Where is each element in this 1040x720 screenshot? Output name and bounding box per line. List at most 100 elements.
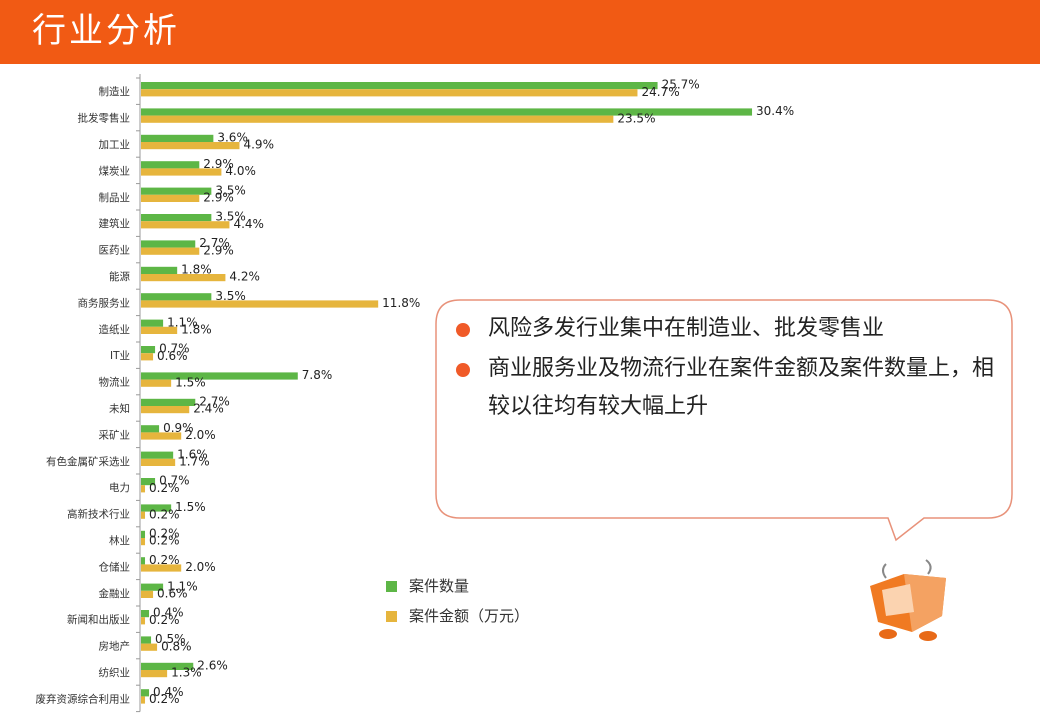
category-label: 商务服务业 [78, 296, 131, 309]
bar-count [141, 346, 156, 354]
data-label-count: 1.8% [181, 263, 212, 277]
data-label-amount: 0.2% [149, 481, 180, 495]
bar-count [141, 689, 150, 697]
data-label-count: 2.9% [203, 157, 234, 171]
data-label-amount: 2.0% [185, 428, 216, 442]
category-label: 批发零售业 [78, 112, 131, 125]
bar-count [141, 425, 160, 433]
category-label: 纺织业 [99, 666, 131, 679]
bar-amount [141, 511, 146, 519]
legend-swatch-green [386, 580, 397, 592]
data-label-count: 0.2% [149, 553, 180, 567]
bar-count [141, 478, 156, 486]
bar-amount [141, 326, 178, 334]
bar-amount [141, 379, 172, 387]
bar-amount [141, 670, 168, 678]
bar-amount [141, 590, 154, 598]
bar-amount [141, 643, 158, 651]
bar-amount [141, 696, 146, 704]
bar-count [141, 662, 194, 670]
data-label-count: 30.4% [756, 104, 794, 118]
data-label-count: 1.1% [167, 315, 198, 329]
data-label-count: 0.4% [153, 606, 184, 620]
data-label-count: 3.5% [215, 289, 246, 303]
data-label-amount: 0.6% [157, 587, 188, 601]
bullet-dot-icon [456, 363, 470, 377]
category-label: 煤炭业 [99, 164, 131, 177]
category-label: 仓储业 [99, 560, 131, 573]
category-label: 加工业 [99, 139, 131, 151]
bar-count [141, 108, 753, 116]
bar-count [141, 187, 212, 195]
data-label-amount: 0.2% [149, 613, 180, 627]
legend-label: 案件金额（万元） [409, 607, 530, 625]
category-label: 金融业 [99, 587, 131, 600]
data-label-amount: 1.3% [171, 666, 202, 680]
data-label-amount: 2.9% [203, 191, 234, 205]
data-label-count: 0.7% [159, 342, 190, 356]
data-label-amount: 1.8% [181, 323, 212, 337]
data-label-count: 0.7% [159, 474, 190, 488]
bar-count [141, 583, 164, 591]
category-label: 废弃资源综合利用业 [36, 692, 131, 705]
bullet-text: 商业服务业及物流行业在案件金额及案件数量上，相较以往均有较大幅上升 [488, 356, 995, 419]
data-label-count: 2.7% [199, 395, 230, 409]
bar-count [141, 240, 196, 248]
bar-count [141, 372, 298, 380]
bar-count [141, 557, 146, 565]
data-label-count: 1.5% [175, 500, 206, 514]
bar-count [141, 451, 174, 459]
legend-swatch-yellow [386, 610, 397, 622]
category-label: 制造业 [99, 85, 131, 98]
callout-bullet-1: 风险多发行业集中在制造业、批发零售业 [452, 310, 1012, 348]
category-label: 物流业 [99, 376, 131, 389]
data-label-count: 0.5% [155, 632, 186, 646]
data-label-count: 2.6% [197, 659, 228, 673]
data-label-amount: 1.5% [175, 375, 206, 389]
data-label-count: 0.4% [153, 685, 184, 699]
bar-amount [141, 115, 614, 123]
data-label-amount: 24.7% [641, 85, 679, 99]
bar-amount [141, 89, 638, 97]
bar-amount [141, 300, 379, 308]
data-label-count: 7.8% [302, 368, 333, 382]
legend-item-count: 案件数量 [386, 576, 469, 596]
data-label-count: 3.5% [215, 210, 246, 224]
category-label: 未知 [109, 402, 130, 415]
bar-amount [141, 485, 146, 493]
data-label-count: 0.2% [149, 527, 180, 541]
bar-amount [141, 168, 222, 176]
bar-count [141, 610, 150, 618]
category-label: 新闻和出版业 [67, 613, 130, 626]
data-label-amount: 4.9% [243, 138, 273, 152]
category-label: 造纸业 [99, 323, 131, 336]
category-label: 医药业 [99, 245, 131, 257]
bar-amount [141, 274, 226, 282]
category-label: 高新技术行业 [67, 508, 130, 521]
data-label-amount: 0.6% [157, 349, 188, 363]
bar-amount [141, 221, 230, 229]
data-label-amount: 0.2% [149, 692, 180, 706]
callout-bullet-2: 商业服务业及物流行业在案件金额及案件数量上，相较以往均有较大幅上升 [452, 350, 1012, 426]
data-label-amount: 0.8% [161, 639, 192, 653]
data-label-count: 25.7% [662, 78, 700, 92]
bar-amount [141, 194, 200, 202]
data-label-amount: 4.0% [225, 164, 256, 178]
bar-amount [141, 432, 182, 440]
data-label-amount: 2.0% [185, 560, 216, 574]
data-label-count: 3.6% [217, 131, 248, 145]
category-label: 有色金属矿采选业 [46, 455, 130, 468]
bar-count [141, 266, 178, 274]
bar-count [141, 82, 658, 90]
category-label: 采矿业 [99, 428, 131, 441]
bar-count [141, 134, 214, 142]
data-label-count: 0.9% [163, 421, 194, 435]
bar-amount [141, 564, 182, 572]
category-label: 制品业 [99, 191, 131, 204]
category-label: IT业 [110, 350, 130, 362]
bar-amount [141, 353, 154, 361]
bar-amount [141, 406, 190, 414]
data-label-amount: 23.5% [617, 111, 655, 125]
data-label-amount: 4.4% [233, 217, 264, 231]
bar-amount [141, 247, 200, 255]
